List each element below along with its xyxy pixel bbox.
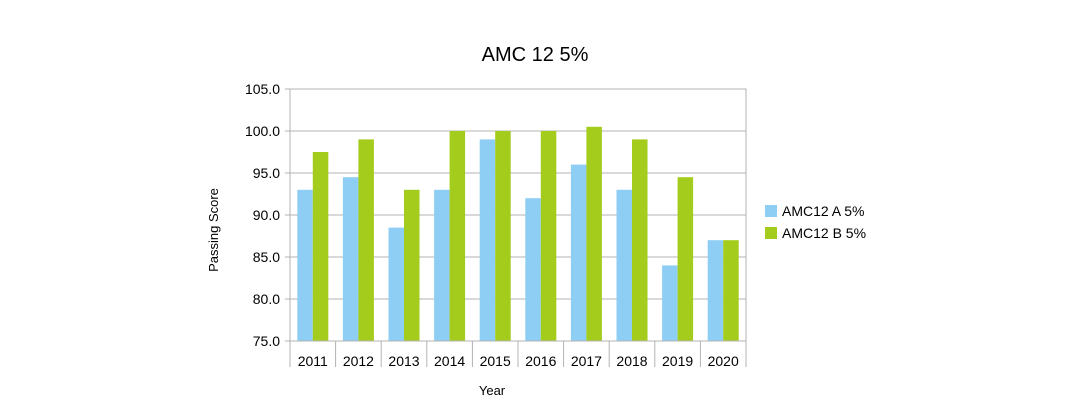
- y-tick-label: 105.0: [245, 81, 280, 97]
- legend-label: AMC12 B 5%: [782, 225, 866, 241]
- bar-a-2011: [297, 189, 313, 341]
- bar-b-2016: [540, 131, 557, 341]
- bar-b-2019: [677, 177, 694, 341]
- legend: AMC12 A 5% AMC12 B 5%: [765, 203, 866, 241]
- bar-b-2017: [586, 126, 602, 341]
- bar-b-2020: [723, 240, 739, 341]
- y-axis-tick-labels: 75.0 80.0 85.0 90.0 95.0 100.0 105.0: [245, 81, 290, 349]
- x-tick-label: 2013: [388, 353, 419, 369]
- bar-a-2012: [342, 177, 359, 341]
- x-tick-label: 2016: [525, 353, 556, 369]
- bar-a-2016: [525, 198, 541, 341]
- x-tick-label: 2019: [662, 353, 693, 369]
- y-tick-label: 80.0: [253, 291, 280, 307]
- y-tick-label: 100.0: [245, 123, 280, 139]
- bar-b-2012: [358, 139, 374, 341]
- bar-b-2014: [449, 131, 466, 341]
- legend-label: AMC12 A 5%: [782, 203, 865, 219]
- y-tick-label: 90.0: [253, 207, 280, 223]
- bar-b-2011: [312, 152, 329, 341]
- y-tick-label: 85.0: [253, 249, 280, 265]
- bars: [297, 126, 739, 341]
- x-tick-label: 2018: [616, 353, 647, 369]
- bar-a-2019: [662, 265, 678, 341]
- bar-a-2015: [479, 139, 496, 341]
- bar-b-2013: [404, 189, 420, 341]
- bar-a-2020: [707, 240, 724, 341]
- x-tick-label: 2017: [571, 353, 602, 369]
- bar-b-2015: [495, 131, 511, 341]
- x-tick-label: 2012: [343, 353, 374, 369]
- x-tick-label: 2014: [434, 353, 465, 369]
- bar-b-2018: [632, 139, 648, 341]
- x-axis-tick-labels: 2011 2012 2013 2014 2015 2016 2017 2018 2019 2020: [289, 341, 747, 369]
- bar-a-2014: [434, 189, 450, 341]
- x-tick-label: 2020: [708, 353, 739, 369]
- x-tick-label: 2011: [298, 353, 328, 369]
- y-axis-title: Passing Score: [206, 188, 221, 272]
- y-tick-label: 95.0: [253, 165, 280, 181]
- x-tick-label: 2015: [480, 353, 511, 369]
- chart-title: AMC 12 5%: [482, 44, 589, 66]
- legend-swatch: [765, 205, 777, 217]
- bar-a-2013: [388, 227, 404, 341]
- x-axis-title: Year: [479, 383, 506, 398]
- bar-a-2017: [570, 164, 587, 341]
- y-tick-label: 75.0: [253, 333, 280, 349]
- legend-swatch: [765, 227, 777, 239]
- bar-a-2018: [616, 189, 632, 341]
